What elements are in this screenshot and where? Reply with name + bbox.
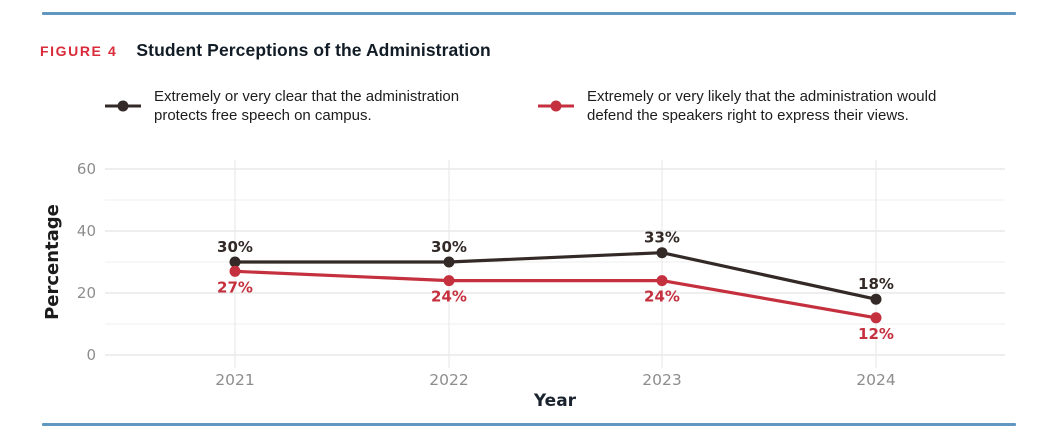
x-tick-label: 2022 [429,371,468,389]
data-label: 30% [431,238,467,256]
series-line [233,251,878,301]
x-axis-title: Year [533,391,577,411]
legend-label-line: defend the speakers right to express the… [587,107,909,124]
data-label: 30% [217,238,253,256]
y-axis-title: Percentage [42,204,63,320]
data-point [870,293,882,305]
data-point [656,275,668,287]
data-label: 33% [644,229,680,247]
y-tick-label: 0 [86,346,96,364]
line-dot-marker-icon [538,100,574,112]
data-point [443,256,455,268]
legend-item-red-series: Extremely or very likely that the admini… [536,87,936,125]
figure-header: FIGURE 4 Student Perceptions of the Admi… [40,40,491,61]
x-tick-label: 2024 [856,371,895,389]
data-point [443,275,455,287]
data-point [229,256,241,268]
legend-label-line: Extremely or very likely that the admini… [587,88,937,105]
y-tick-label: 20 [77,284,96,302]
y-tick-label: 60 [77,160,96,178]
legend-item-black-series: Extremely or very clear that the adminis… [103,87,459,125]
line-dot-marker-icon [105,100,141,112]
legend-label: Extremely or very likely that the admini… [587,87,936,125]
data-label: 18% [858,275,894,293]
bottom-accent-rule [42,423,1016,426]
x-tick-label: 2021 [215,371,254,389]
line-chart: 30% 30% 33% 18% 27% 24% 24% 12% 0 20 40 60 2021 2022 2… [42,160,1005,411]
figure-title: Student Perceptions of the Administratio… [136,40,491,60]
data-point [229,265,241,277]
top-accent-rule [42,12,1016,15]
data-label: 24% [431,288,467,306]
data-label: 27% [217,278,253,296]
data-label: 24% [644,288,680,306]
x-tick-label: 2023 [642,371,681,389]
y-tick-label: 40 [77,222,96,240]
figure-number-label: FIGURE 4 [40,43,118,59]
legend-label-line: protects free speech on campus. [154,107,372,124]
legend-label-line: Extremely or very clear that the adminis… [154,88,460,105]
data-point [870,312,882,324]
legend-label: Extremely or very clear that the adminis… [154,87,459,125]
series-line [233,269,878,320]
data-label: 12% [858,325,894,343]
data-point [656,247,668,259]
